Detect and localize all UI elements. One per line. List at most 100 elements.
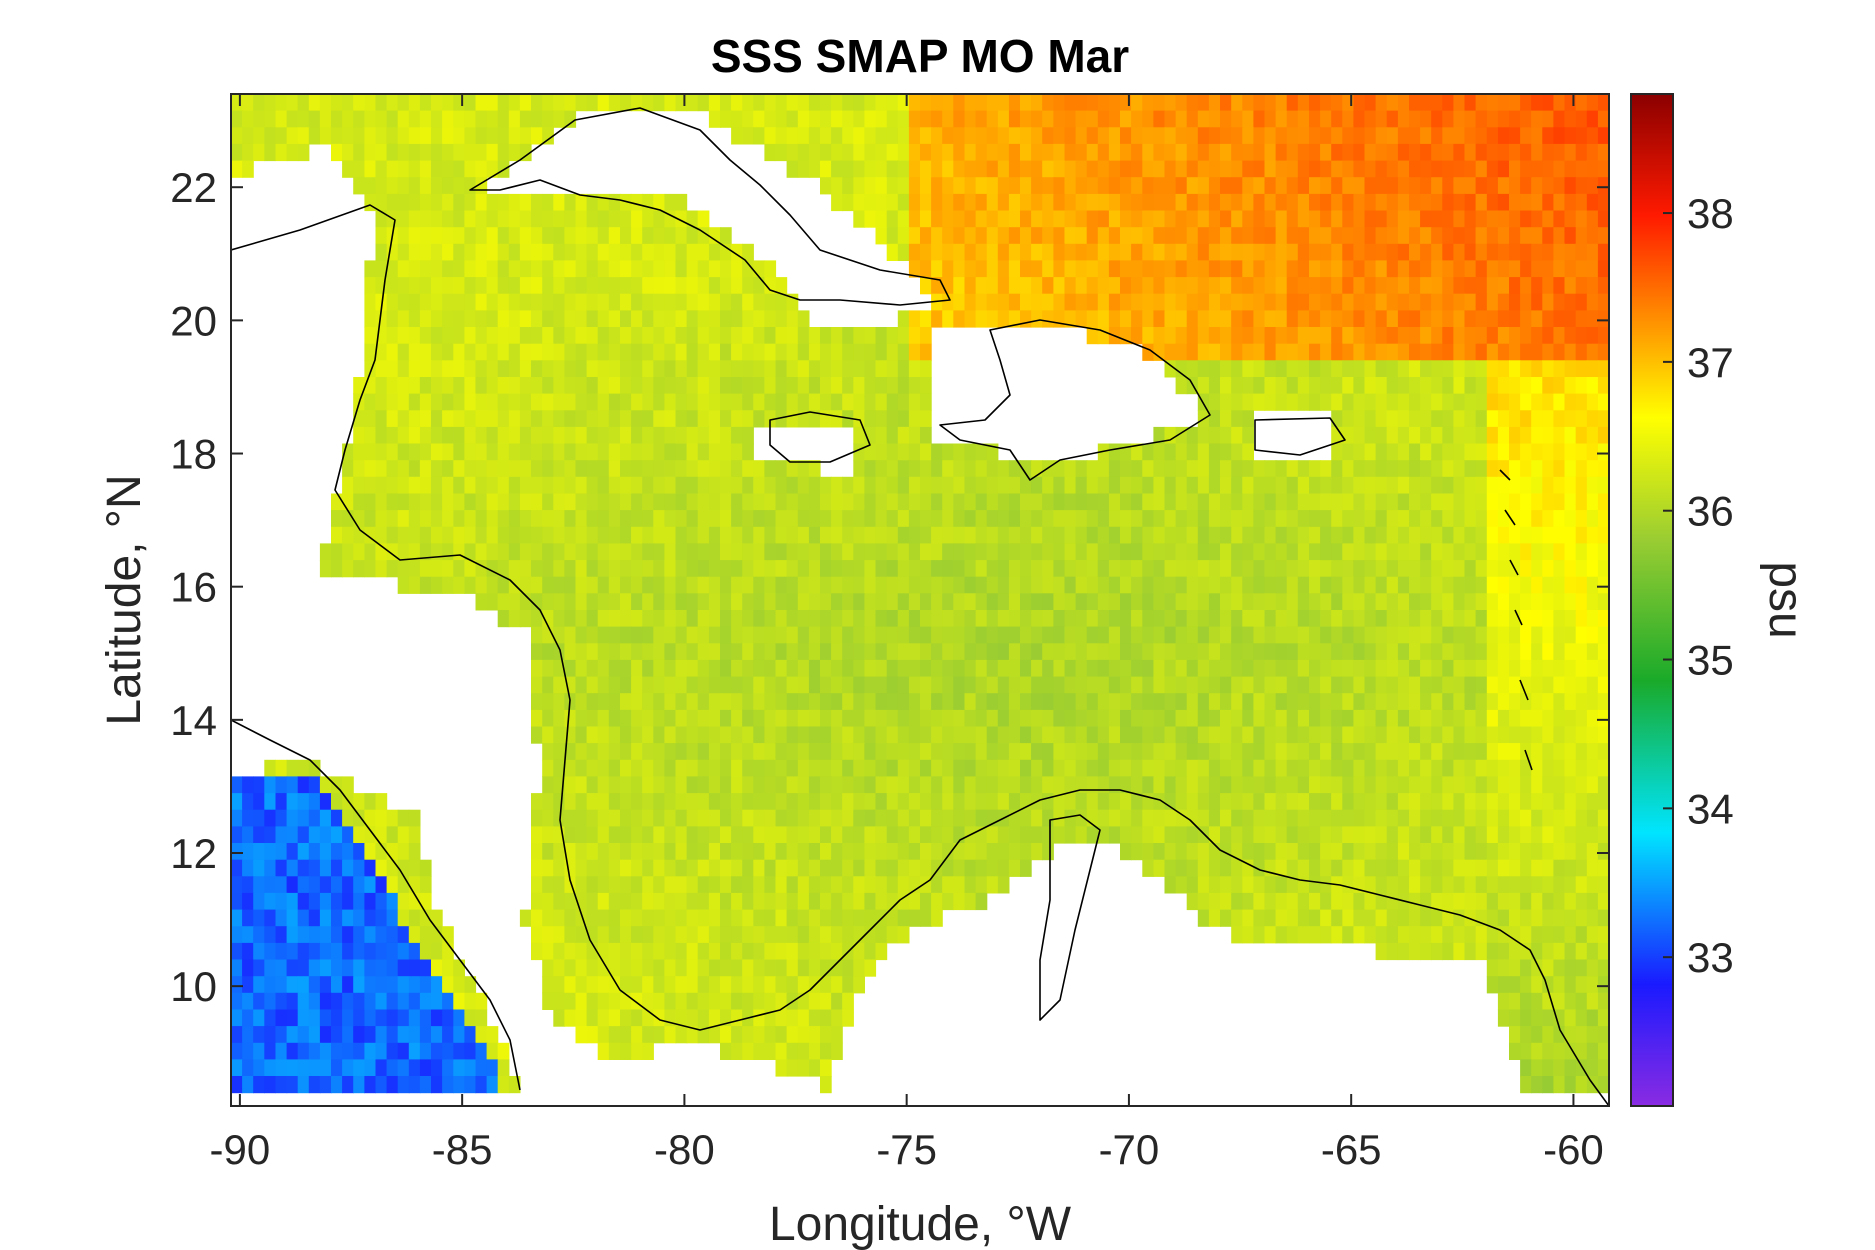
sss-cell bbox=[908, 776, 921, 794]
sss-cell bbox=[1220, 610, 1232, 628]
sss-cell bbox=[808, 610, 821, 628]
sss-cell bbox=[1331, 576, 1343, 594]
sss-cell bbox=[453, 543, 465, 561]
sss-cell bbox=[575, 227, 588, 245]
sss-cell bbox=[1064, 476, 1077, 494]
sss-cell bbox=[864, 443, 877, 461]
sss-cell bbox=[564, 826, 577, 844]
sss-cell bbox=[1575, 859, 1588, 877]
sss-cell bbox=[1420, 393, 1432, 411]
sss-cell bbox=[1364, 476, 1377, 494]
sss-cell bbox=[920, 143, 932, 162]
sss-cell bbox=[1386, 676, 1399, 694]
sss-cell bbox=[1286, 327, 1299, 345]
sss-cell bbox=[608, 360, 621, 378]
sss-cell bbox=[753, 626, 765, 644]
sss-cell bbox=[253, 892, 265, 911]
sss-cell bbox=[675, 843, 688, 861]
sss-cell bbox=[1397, 676, 1410, 694]
sss-cell bbox=[864, 560, 877, 578]
sss-cell bbox=[664, 460, 677, 478]
sss-cell bbox=[1264, 610, 1277, 628]
sss-cell bbox=[386, 343, 399, 361]
sss-cell bbox=[731, 643, 743, 661]
sss-cell bbox=[808, 460, 821, 478]
sss-cell bbox=[697, 343, 710, 361]
sss-cell bbox=[1008, 826, 1021, 844]
sss-cell bbox=[831, 892, 843, 911]
sss-cell bbox=[764, 543, 777, 561]
sss-cell bbox=[1553, 426, 1566, 445]
sss-cell bbox=[1231, 593, 1243, 611]
sss-cell bbox=[553, 676, 565, 694]
sss-cell bbox=[442, 576, 454, 594]
sss-cell bbox=[775, 410, 788, 428]
sss-cell bbox=[542, 643, 554, 661]
sss-cell bbox=[519, 593, 532, 611]
sss-cell bbox=[631, 360, 643, 378]
sss-cell bbox=[1586, 426, 1599, 445]
sss-cell bbox=[1553, 676, 1566, 694]
sss-cell bbox=[1575, 293, 1588, 311]
sss-cell bbox=[753, 876, 765, 894]
sss-cell bbox=[1564, 476, 1577, 494]
sss-cell bbox=[875, 593, 888, 611]
sss-cell bbox=[1120, 759, 1132, 777]
sss-cell bbox=[1542, 693, 1554, 711]
sss-cell bbox=[1008, 210, 1021, 228]
sss-cell bbox=[897, 543, 910, 561]
sss-cell bbox=[1008, 243, 1021, 261]
sss-cell bbox=[1020, 177, 1032, 195]
sss-cell bbox=[875, 360, 888, 378]
sss-cell bbox=[1075, 659, 1088, 678]
sss-cell bbox=[1297, 243, 1310, 261]
sss-cell bbox=[731, 676, 743, 694]
sss-cell bbox=[886, 709, 899, 728]
sss-cell bbox=[364, 843, 377, 861]
sss-cell bbox=[342, 826, 354, 844]
sss-cell bbox=[708, 659, 721, 678]
sss-cell bbox=[319, 859, 332, 877]
sss-cell bbox=[631, 410, 643, 428]
sss-cell bbox=[1520, 809, 1532, 827]
sss-cell bbox=[875, 210, 888, 228]
sss-cell bbox=[1520, 460, 1532, 478]
sss-cell bbox=[297, 892, 310, 911]
sss-cell bbox=[1542, 560, 1554, 578]
sss-cell bbox=[353, 460, 365, 478]
sss-cell bbox=[1197, 593, 1210, 611]
sss-cell bbox=[1197, 393, 1210, 411]
sss-cell bbox=[586, 709, 599, 728]
sss-cell bbox=[564, 743, 577, 761]
sss-cell bbox=[720, 476, 732, 494]
sss-cell bbox=[1031, 526, 1043, 544]
sss-cell bbox=[1264, 377, 1277, 395]
sss-cell bbox=[631, 826, 643, 844]
sss-cell bbox=[875, 327, 888, 345]
sss-cell bbox=[1086, 160, 1099, 178]
sss-cell bbox=[1564, 543, 1577, 561]
sss-cell bbox=[1597, 726, 1609, 744]
sss-cell bbox=[408, 377, 421, 395]
sss-cell bbox=[597, 826, 610, 844]
sss-cell bbox=[1520, 160, 1532, 178]
sss-cell bbox=[1453, 876, 1466, 894]
sss-cell bbox=[1020, 476, 1032, 494]
sss-cell bbox=[1475, 110, 1488, 128]
sss-cell bbox=[1275, 793, 1288, 811]
sss-cell bbox=[1242, 426, 1254, 445]
sss-cell bbox=[1331, 809, 1343, 827]
sss-cell bbox=[1409, 260, 1421, 278]
sss-cell bbox=[1309, 476, 1321, 494]
sss-cell bbox=[1364, 510, 1377, 528]
sss-cell bbox=[1409, 610, 1421, 628]
sss-cell bbox=[486, 243, 499, 261]
sss-cell bbox=[264, 127, 276, 145]
sss-cell bbox=[1220, 160, 1232, 178]
sss-cell bbox=[908, 393, 921, 411]
sss-cell bbox=[442, 310, 454, 328]
sss-cell bbox=[853, 826, 865, 844]
sss-cell bbox=[1353, 360, 1366, 378]
sss-cell bbox=[1331, 793, 1343, 811]
sss-cell bbox=[686, 809, 699, 827]
